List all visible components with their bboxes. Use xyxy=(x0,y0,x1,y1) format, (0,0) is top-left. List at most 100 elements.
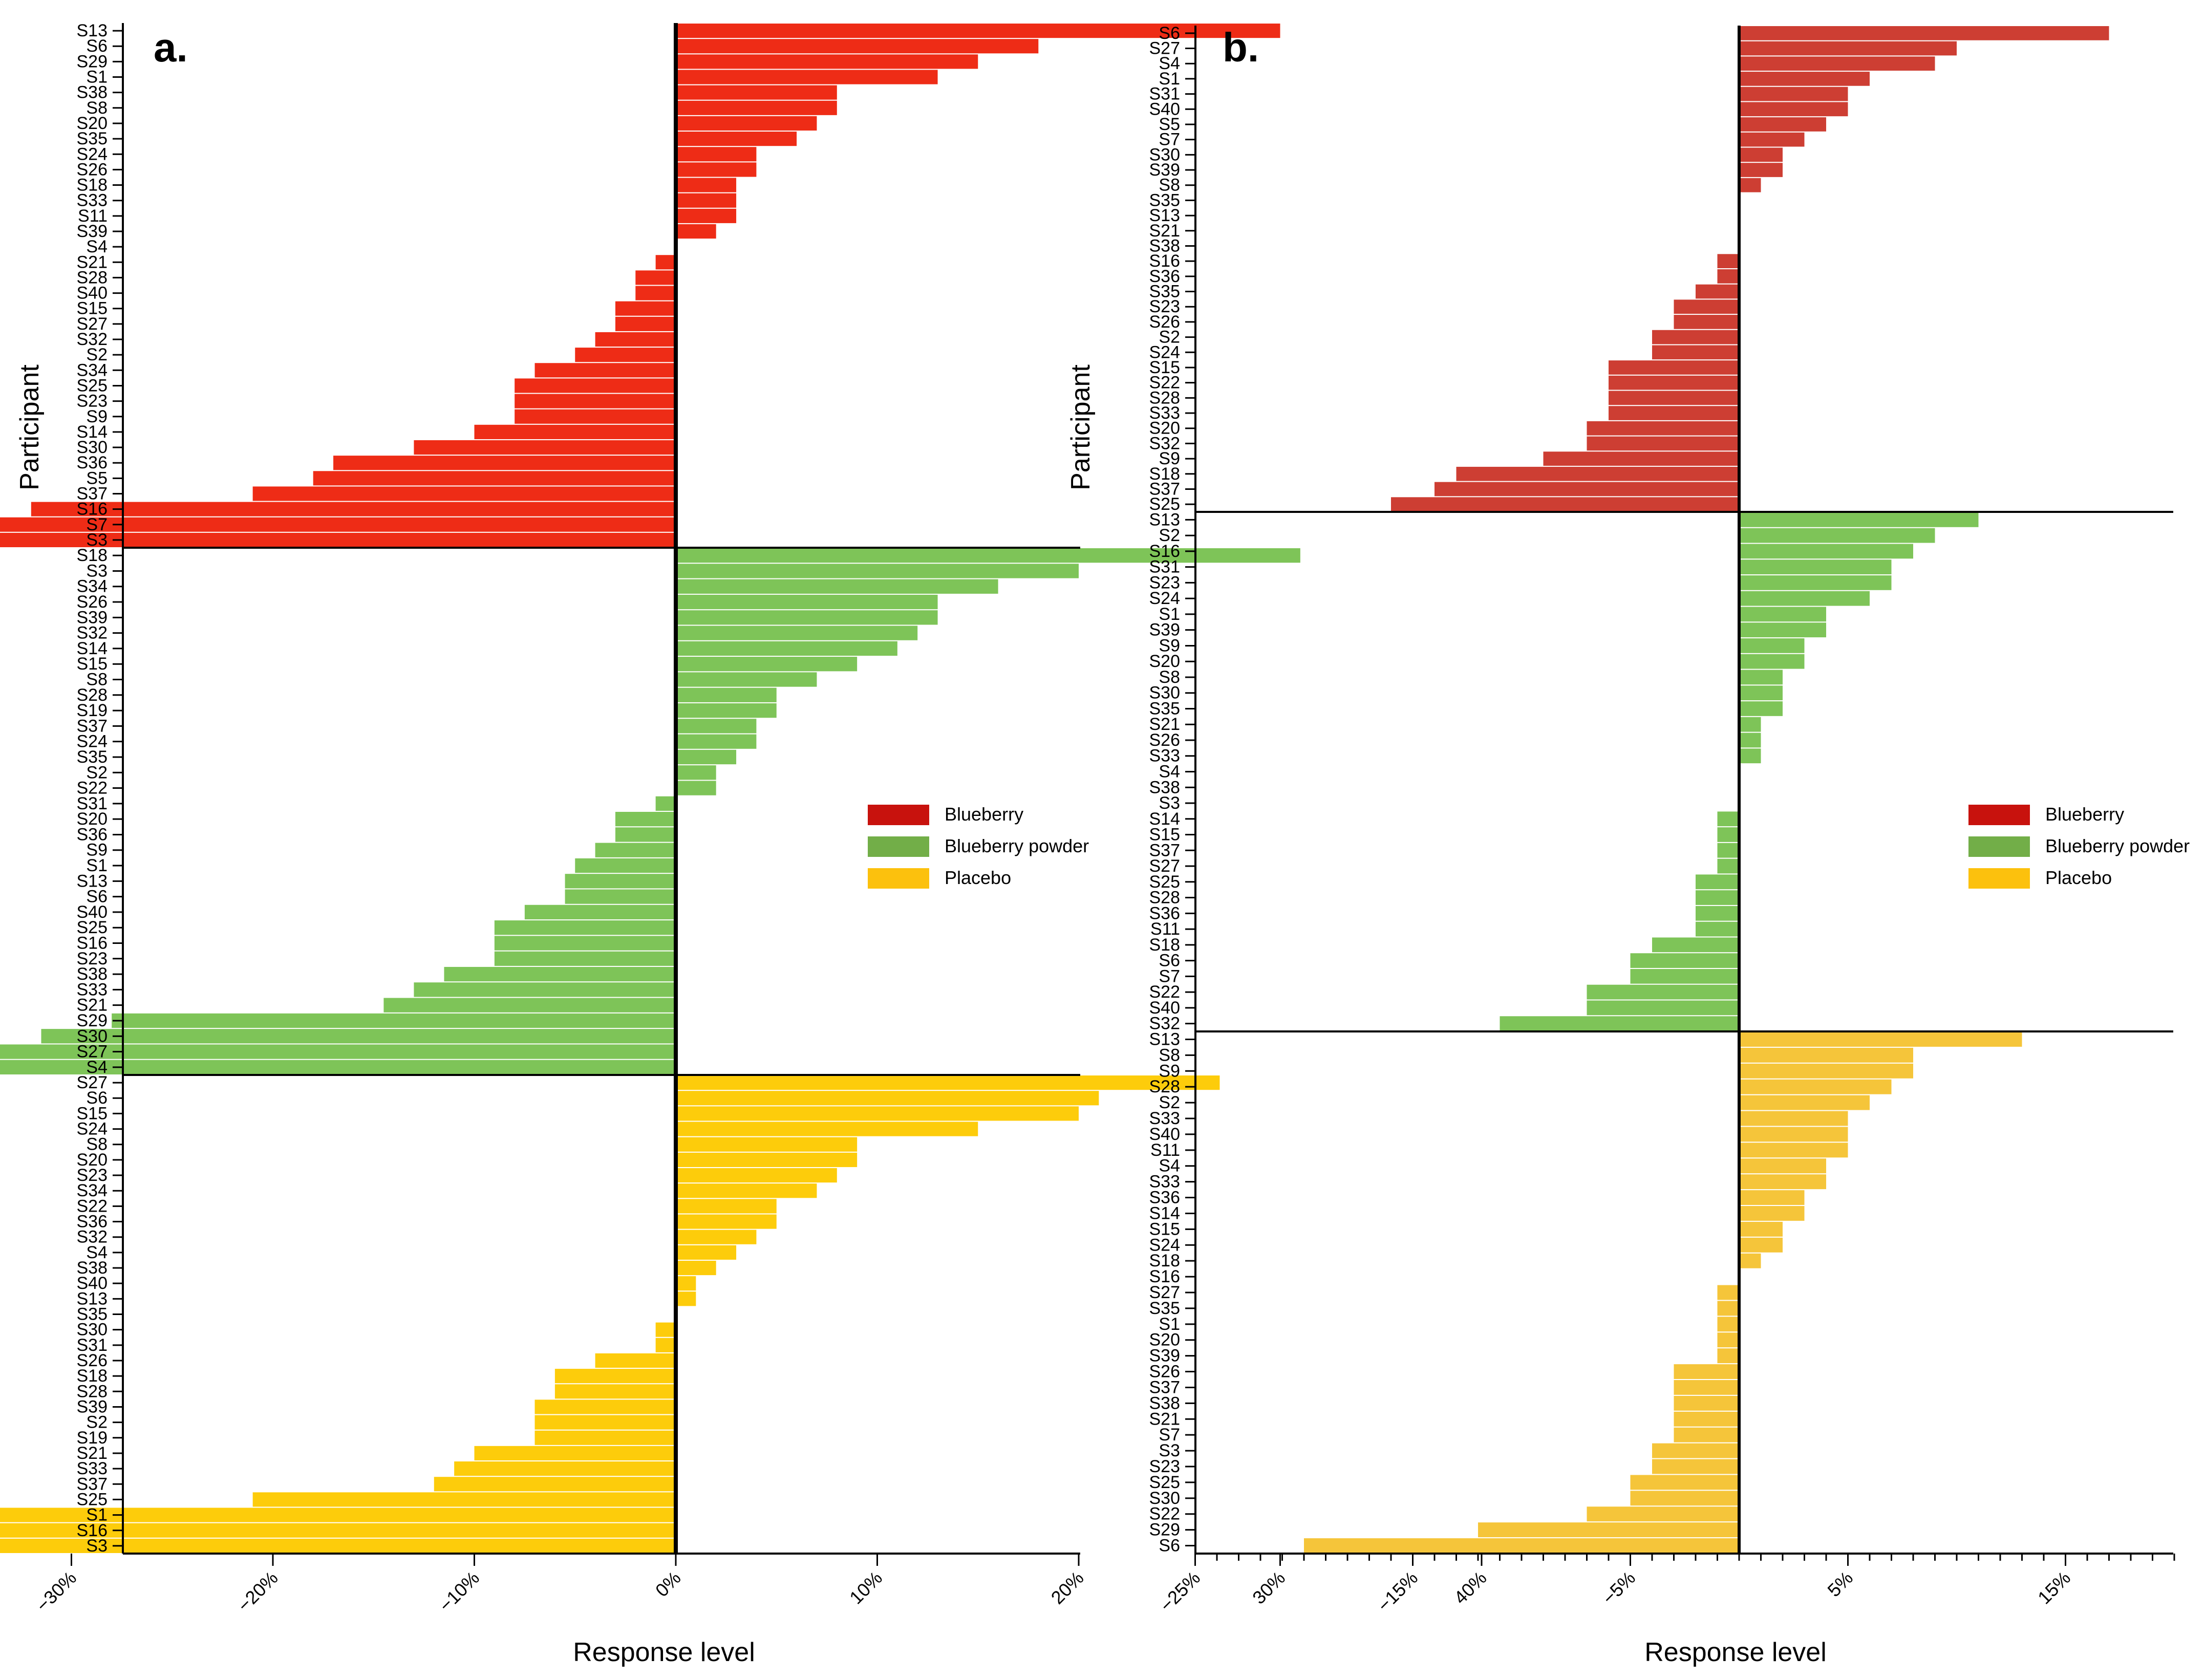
participant-label: S24 xyxy=(1149,342,1181,362)
bar-b-placebo-S9 xyxy=(1739,1063,1913,1079)
participant-label: S25 xyxy=(1149,494,1181,514)
bar-a-blueberry-S38 xyxy=(676,85,837,100)
participant-label: S23 xyxy=(77,392,108,411)
participant-label: S27 xyxy=(1149,856,1181,876)
participant-label: S27 xyxy=(77,314,108,334)
participant-label: S2 xyxy=(1159,1093,1180,1112)
bar-b-placebo-S8 xyxy=(1739,1047,1913,1063)
participant-label: S20 xyxy=(1149,652,1181,671)
panel-b-label: b. xyxy=(1223,25,1259,70)
bar-b-blueberry-S25 xyxy=(1391,497,1739,511)
participant-label: S30 xyxy=(77,1026,108,1046)
participant-label: S39 xyxy=(1149,1346,1181,1366)
bar-a-blueberry-S20 xyxy=(676,116,817,131)
participant-label: S31 xyxy=(1149,557,1181,577)
participant-label: S35 xyxy=(77,747,108,767)
participant-label: S26 xyxy=(77,160,108,179)
bar-a-placebo-S4 xyxy=(676,1245,737,1260)
panel-b: b. Participant Response level S6S27S4S1S… xyxy=(1066,24,2190,1667)
participant-label: S39 xyxy=(77,608,108,627)
participant-label: S24 xyxy=(1149,589,1181,608)
panel-a-x-axis-title: Response level xyxy=(573,1638,755,1667)
participant-label: S39 xyxy=(77,1397,108,1416)
participant-label: S18 xyxy=(77,546,108,565)
bar-b-powder-S14 xyxy=(1717,811,1739,827)
bar-a-powder-S30 xyxy=(41,1029,676,1044)
bar-b-placebo-S7 xyxy=(1674,1427,1739,1442)
legend-swatch xyxy=(868,836,929,857)
bar-a-blueberry-S6 xyxy=(676,39,1039,54)
bar-a-blueberry-S9 xyxy=(515,409,676,424)
bar-b-placebo-S25 xyxy=(1630,1475,1739,1490)
x-tick-label: −5% xyxy=(1598,1567,1640,1609)
participant-label: S37 xyxy=(1149,841,1181,860)
participant-label: S33 xyxy=(1149,403,1181,423)
participant-label: S16 xyxy=(1149,1267,1181,1286)
participant-label: S27 xyxy=(1149,1283,1181,1302)
participant-label: S32 xyxy=(77,623,108,643)
participant-label: S34 xyxy=(77,360,108,380)
bar-a-powder-S34 xyxy=(676,579,998,594)
participant-label: S1 xyxy=(86,1505,108,1525)
bar-a-placebo-S39 xyxy=(534,1399,676,1414)
bar-b-powder-S22 xyxy=(1587,984,1739,1000)
participant-label: S1 xyxy=(1159,1315,1180,1334)
bar-a-blueberry-S36 xyxy=(333,456,676,470)
participant-label: S16 xyxy=(1149,251,1181,271)
bar-a-blueberry-S39 xyxy=(676,224,716,239)
participant-label: S28 xyxy=(77,685,108,705)
bar-b-powder-S39 xyxy=(1739,622,1826,638)
participant-label: S39 xyxy=(1149,160,1181,180)
bar-b-placebo-S6 xyxy=(1304,1538,1739,1553)
participant-label: S28 xyxy=(77,1382,108,1401)
bar-a-powder-S25 xyxy=(494,920,676,935)
participant-label: S22 xyxy=(1149,373,1181,393)
bar-b-placebo-S27 xyxy=(1717,1285,1739,1300)
bar-b-powder-S35 xyxy=(1739,701,1783,716)
bar-a-blueberry-S37 xyxy=(252,486,676,501)
bar-b-placebo-S21 xyxy=(1674,1411,1739,1427)
bar-a-powder-S21 xyxy=(383,998,676,1013)
bar-a-powder-S39 xyxy=(676,610,938,625)
bar-b-powder-S21 xyxy=(1739,717,1761,732)
bar-a-powder-S37 xyxy=(676,719,757,734)
participant-label: S32 xyxy=(77,1227,108,1247)
participant-label: S20 xyxy=(77,114,108,133)
participant-label: S15 xyxy=(77,1104,108,1123)
participant-label: S32 xyxy=(1149,1014,1181,1033)
bar-a-powder-S6 xyxy=(565,889,676,904)
participant-label: S22 xyxy=(1149,982,1181,1002)
bar-a-blueberry-S28 xyxy=(635,270,676,285)
participant-label: S21 xyxy=(77,996,108,1015)
bar-a-blueberry-S25 xyxy=(515,378,676,393)
participant-label: S25 xyxy=(1149,872,1181,892)
bar-b-placebo-S36 xyxy=(1739,1190,1805,1205)
participant-label: S13 xyxy=(1149,206,1181,225)
bar-a-blueberry-S7 xyxy=(0,517,676,532)
bar-b-powder-S26 xyxy=(1739,733,1761,748)
bar-a-placebo-S18 xyxy=(554,1369,676,1384)
participant-label: S15 xyxy=(1149,825,1181,845)
bar-b-placebo-S18 xyxy=(1739,1253,1761,1268)
participant-label: S5 xyxy=(1159,115,1180,134)
bar-b-blueberry-S33 xyxy=(1609,406,1739,420)
participant-label: S35 xyxy=(1149,699,1181,718)
participant-label: S20 xyxy=(77,809,108,829)
participant-label: S35 xyxy=(77,1305,108,1324)
bar-b-blueberry-S4 xyxy=(1739,56,1935,71)
participant-label: S30 xyxy=(1149,145,1181,164)
participant-label: S21 xyxy=(77,252,108,272)
bar-a-placebo-S38 xyxy=(676,1260,716,1276)
panel-b-participant-labels: S6S27S4S1S31S40S5S7S30S39S8S35S13S21S38S… xyxy=(1149,24,1181,1556)
bar-a-placebo-S24 xyxy=(676,1122,978,1136)
participant-label: S9 xyxy=(86,407,108,426)
bar-b-powder-S20 xyxy=(1739,654,1805,669)
participant-label: S27 xyxy=(77,1042,108,1062)
bar-b-placebo-S37 xyxy=(1674,1380,1739,1395)
participant-label: S26 xyxy=(1149,312,1181,332)
panel-b-legend: Blueberry Blueberry powder Placebo xyxy=(1968,804,2190,889)
bar-b-powder-S15 xyxy=(1717,827,1739,842)
legend-swatch xyxy=(868,805,929,825)
bar-a-placebo-S19 xyxy=(534,1430,676,1445)
participant-label: S6 xyxy=(1159,1536,1180,1556)
